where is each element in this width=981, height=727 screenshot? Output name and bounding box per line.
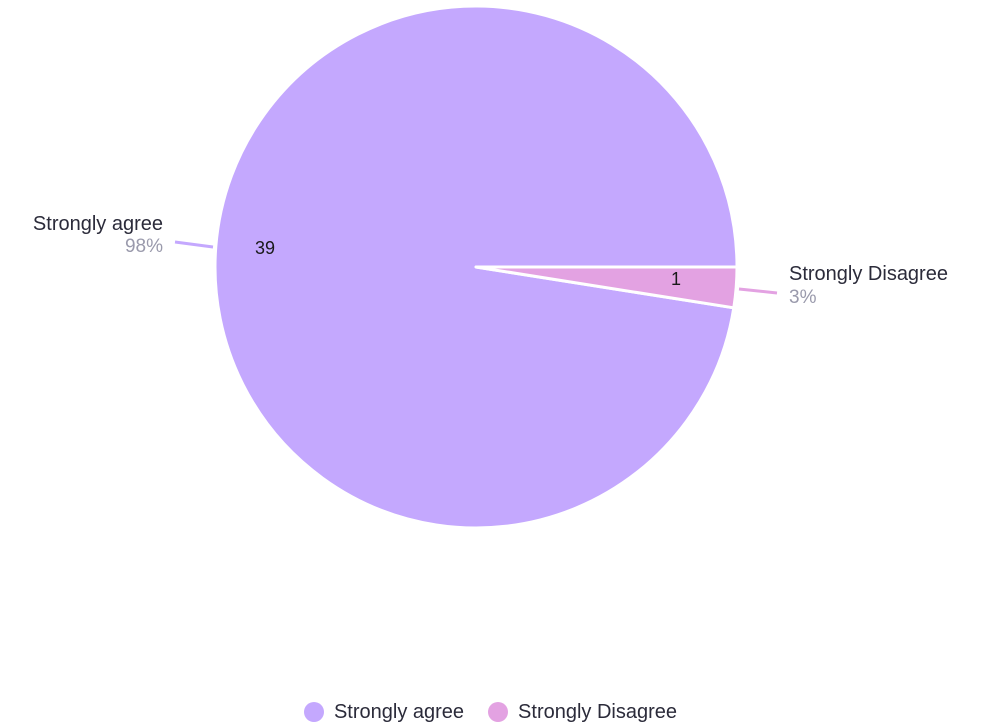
pie-slice-strongly-disagree[interactable] [474, 265, 739, 310]
legend: Strongly agree Strongly Disagree [0, 697, 981, 727]
slice-percent-strongly-agree: 98% [125, 236, 163, 257]
legend-item-strongly-agree[interactable]: Strongly agree [303, 700, 465, 724]
leader-line-strongly-disagree [738, 287, 778, 295]
slice-percent-strongly-disagree: 3% [789, 287, 817, 308]
slice-label-strongly-disagree: Strongly Disagree [789, 263, 948, 285]
legend-swatch-strongly-agree [303, 702, 324, 722]
legend-swatch-strongly-disagree [488, 702, 509, 722]
pie-slices [213, 4, 739, 530]
leader-lines [174, 240, 778, 295]
legend-item-strongly-disagree[interactable]: Strongly Disagree [488, 701, 677, 724]
slice-values: 39 1 [255, 238, 681, 289]
legend-label-strongly-disagree: Strongly Disagree [518, 700, 678, 723]
slice-label-strongly-agree: Strongly agree [33, 213, 163, 235]
legend-label-strongly-agree: Strongly agree [333, 700, 465, 723]
slice-value-strongly-disagree: 1 [671, 269, 681, 289]
leader-line-strongly-agree [174, 240, 214, 249]
slice-value-strongly-agree: 39 [255, 238, 275, 258]
